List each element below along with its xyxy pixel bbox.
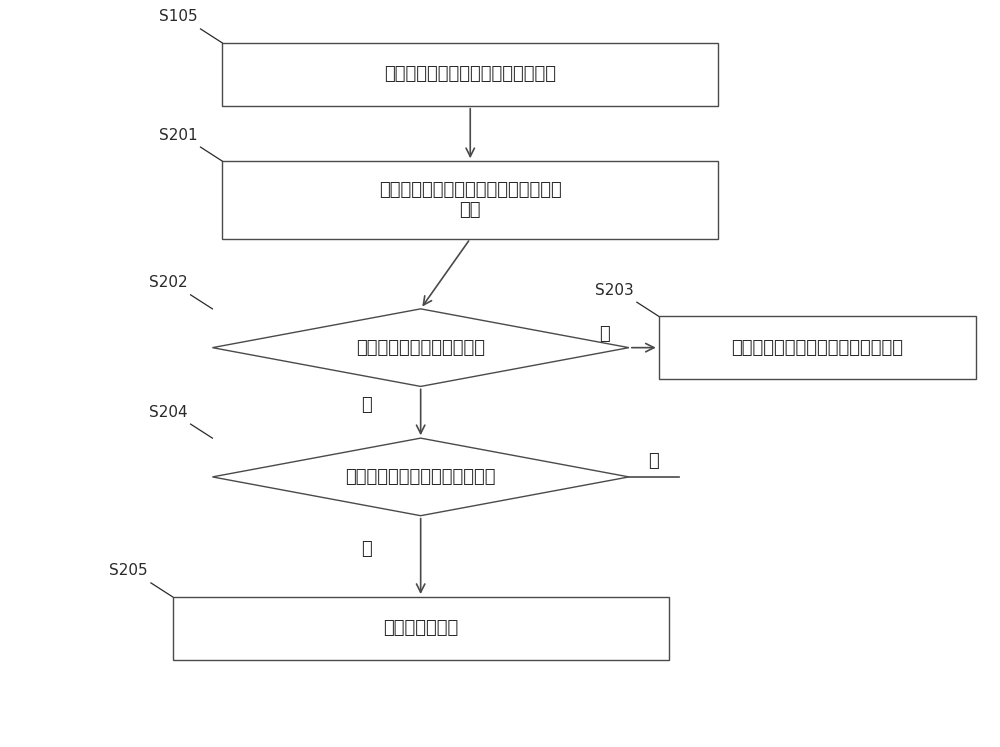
Bar <box>659 316 976 379</box>
Text: S203: S203 <box>595 283 634 298</box>
Text: S202: S202 <box>149 276 188 291</box>
Text: 否: 否 <box>648 452 659 470</box>
Text: 第二次计时时长达到第二设定值: 第二次计时时长达到第二设定值 <box>345 468 496 486</box>
Text: 第二次计时时长清零，并启动逆变器: 第二次计时时长清零，并启动逆变器 <box>731 338 903 356</box>
Text: 是: 是 <box>599 326 610 344</box>
Text: S205: S205 <box>109 563 148 578</box>
Bar <box>222 43 718 106</box>
Text: S105: S105 <box>159 10 198 25</box>
Text: 控制水路系统的逆变器进入待机状态: 控制水路系统的逆变器进入待机状态 <box>384 65 556 84</box>
Bar <box>222 161 718 239</box>
Polygon shape <box>212 309 629 386</box>
Text: 是: 是 <box>361 540 372 558</box>
Text: 水路系统是否进行清洗动作: 水路系统是否进行清洗动作 <box>356 338 485 356</box>
Text: S204: S204 <box>149 405 188 420</box>
Bar <box>173 597 669 660</box>
Polygon shape <box>212 438 629 515</box>
Text: 进行第二次计时并监测水路系统的工作
状态: 进行第二次计时并监测水路系统的工作 状态 <box>379 181 562 220</box>
Text: S201: S201 <box>159 128 198 143</box>
Text: 控制逆变器停机: 控制逆变器停机 <box>383 619 458 637</box>
Text: 否: 否 <box>361 396 372 414</box>
